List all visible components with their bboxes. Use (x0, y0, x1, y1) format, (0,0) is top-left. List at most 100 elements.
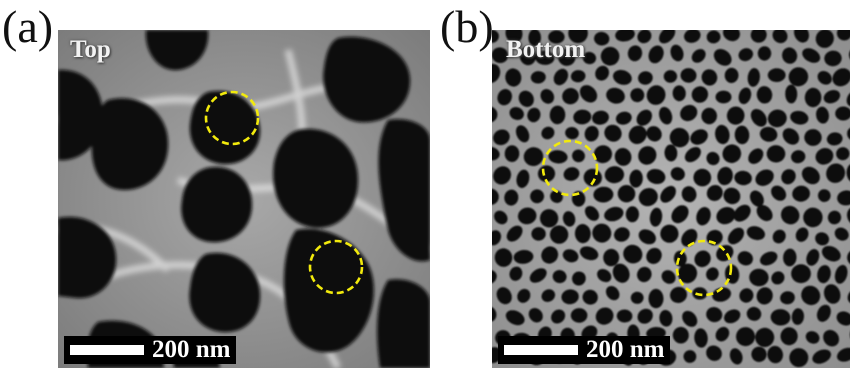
pore (637, 308, 653, 324)
pore (706, 267, 719, 281)
pore (816, 106, 829, 124)
pore (568, 30, 588, 44)
pore (837, 190, 850, 206)
pore (604, 206, 624, 222)
pore (660, 185, 676, 203)
pore (794, 30, 809, 43)
pore (497, 89, 513, 106)
pore (630, 291, 644, 304)
pore (570, 308, 588, 323)
pore (663, 70, 678, 83)
pore (823, 329, 840, 347)
pore (509, 266, 523, 281)
pore (625, 206, 640, 223)
pore (785, 84, 798, 104)
pore (817, 265, 831, 284)
scale-bar-a: 200 nm (64, 336, 237, 364)
panel-b-letter: (b) (440, 1, 494, 52)
pore (504, 145, 520, 162)
pore (606, 87, 625, 104)
pore (604, 124, 622, 142)
pore (604, 166, 625, 184)
pore (539, 209, 559, 228)
pore (638, 71, 653, 85)
pore (706, 185, 723, 201)
pore (690, 129, 708, 145)
pore (801, 285, 821, 306)
pore (670, 44, 684, 62)
pore (630, 88, 645, 103)
pore (597, 269, 612, 283)
pore (767, 345, 784, 364)
pore (694, 250, 711, 268)
pore (771, 271, 785, 285)
pore (729, 348, 743, 365)
pore (492, 270, 497, 284)
pore (493, 166, 512, 185)
pore (658, 106, 673, 125)
scale-bar-label-b: 200 nm (586, 336, 665, 363)
pore (505, 68, 522, 87)
pore (617, 184, 636, 203)
pore (783, 248, 797, 267)
pore (749, 190, 764, 207)
highlight-circle-3 (541, 139, 599, 197)
pore (565, 126, 579, 140)
pore (738, 48, 754, 62)
pore (766, 145, 786, 163)
pore (723, 187, 741, 205)
pore (595, 65, 610, 81)
pore (541, 246, 559, 264)
pore (671, 205, 689, 224)
pore (681, 186, 697, 203)
pore (509, 106, 524, 121)
pore (646, 168, 666, 185)
pore (548, 30, 565, 44)
pore (548, 150, 568, 164)
pore (614, 147, 632, 166)
pore (613, 69, 632, 85)
pore (549, 225, 569, 244)
pore (826, 132, 843, 146)
pore (836, 30, 850, 41)
pore (646, 85, 666, 105)
highlight-circle-2 (308, 239, 364, 295)
sem-image-bottom: Bottom 200 nm (492, 30, 850, 368)
pore (767, 109, 787, 128)
pore (648, 45, 664, 64)
pore (553, 68, 569, 86)
pore (801, 166, 820, 185)
pore (572, 271, 586, 286)
pore (756, 287, 773, 305)
pore (767, 68, 786, 83)
pore (724, 67, 739, 83)
pore (823, 284, 841, 304)
pores-bottom (492, 30, 850, 368)
pore (670, 167, 685, 181)
pore (519, 46, 537, 66)
pore (515, 125, 530, 143)
pore (756, 205, 773, 222)
pore (584, 125, 599, 142)
pore (715, 124, 730, 145)
pore (615, 111, 632, 125)
scale-bar-line-a (70, 345, 144, 355)
pore (550, 190, 563, 203)
pore (579, 85, 598, 103)
pore (694, 328, 708, 348)
pore (492, 63, 501, 84)
pore (683, 350, 697, 363)
pore (672, 326, 689, 344)
pore (627, 45, 643, 62)
pore (659, 30, 676, 44)
pore (493, 129, 510, 146)
pore (492, 347, 502, 364)
pore (549, 105, 566, 125)
pore (595, 307, 614, 325)
pore (789, 348, 809, 368)
pore (562, 211, 576, 227)
pore (505, 30, 523, 43)
pore (736, 327, 755, 347)
pore (791, 308, 805, 325)
pore (648, 288, 664, 309)
